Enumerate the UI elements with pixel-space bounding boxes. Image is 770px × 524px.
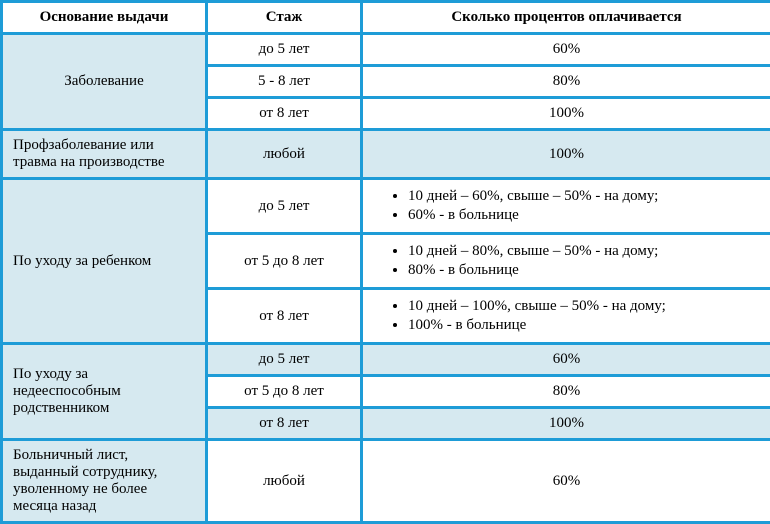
stage-cell: до 5 лет [207, 179, 362, 234]
stage-cell: 5 - 8 лет [207, 66, 362, 98]
stage-cell: любой [207, 130, 362, 179]
table-row: Заболевание до 5 лет 60% [2, 34, 770, 66]
list-item: 10 дней – 100%, свыше – 50% - на дому; [408, 298, 760, 315]
list-item: 10 дней – 80%, свыше – 50% - на дому; [408, 243, 760, 260]
table-row: Больничный лист, выданный сотруднику, ув… [2, 440, 770, 523]
stage-cell: от 8 лет [207, 408, 362, 440]
basis-cell: Больничный лист, выданный сотруднику, ув… [2, 440, 207, 523]
stage-cell: от 8 лет [207, 98, 362, 130]
list-item: 100% - в больнице [408, 317, 760, 334]
stage-cell: от 8 лет [207, 289, 362, 344]
stage-cell: до 5 лет [207, 344, 362, 376]
percent-cell: 10 дней – 80%, свыше – 50% - на дому; 80… [362, 234, 770, 289]
percent-cell: 100% [362, 130, 770, 179]
payment-table: Основание выдачи Стаж Сколько процентов … [0, 0, 770, 524]
percent-cell: 10 дней – 60%, свыше – 50% - на дому; 60… [362, 179, 770, 234]
list-item: 10 дней – 60%, свыше – 50% - на дому; [408, 188, 760, 205]
header-stage: Стаж [207, 2, 362, 34]
list-item: 60% - в больнице [408, 207, 760, 224]
list-item: 80% - в больнице [408, 262, 760, 279]
basis-cell: По уходу за ребенком [2, 179, 207, 344]
stage-cell: любой [207, 440, 362, 523]
percent-cell: 100% [362, 98, 770, 130]
basis-cell: Заболевание [2, 34, 207, 130]
table-row: По уходу за недееспособным родственником… [2, 344, 770, 376]
stage-cell: от 5 до 8 лет [207, 376, 362, 408]
basis-cell: Профзаболевание или травма на производст… [2, 130, 207, 179]
percent-cell: 60% [362, 344, 770, 376]
percent-cell: 60% [362, 34, 770, 66]
percent-cell: 60% [362, 440, 770, 523]
stage-cell: до 5 лет [207, 34, 362, 66]
header-percent: Сколько процентов оплачивается [362, 2, 770, 34]
basis-cell: По уходу за недееспособным родственником [2, 344, 207, 440]
percent-cell: 80% [362, 66, 770, 98]
header-basis: Основание выдачи [2, 2, 207, 34]
stage-cell: от 5 до 8 лет [207, 234, 362, 289]
percent-cell: 100% [362, 408, 770, 440]
table-row: Профзаболевание или травма на производст… [2, 130, 770, 179]
percent-cell: 80% [362, 376, 770, 408]
table-row: По уходу за ребенком до 5 лет 10 дней – … [2, 179, 770, 234]
header-row: Основание выдачи Стаж Сколько процентов … [2, 2, 770, 34]
percent-cell: 10 дней – 100%, свыше – 50% - на дому; 1… [362, 289, 770, 344]
